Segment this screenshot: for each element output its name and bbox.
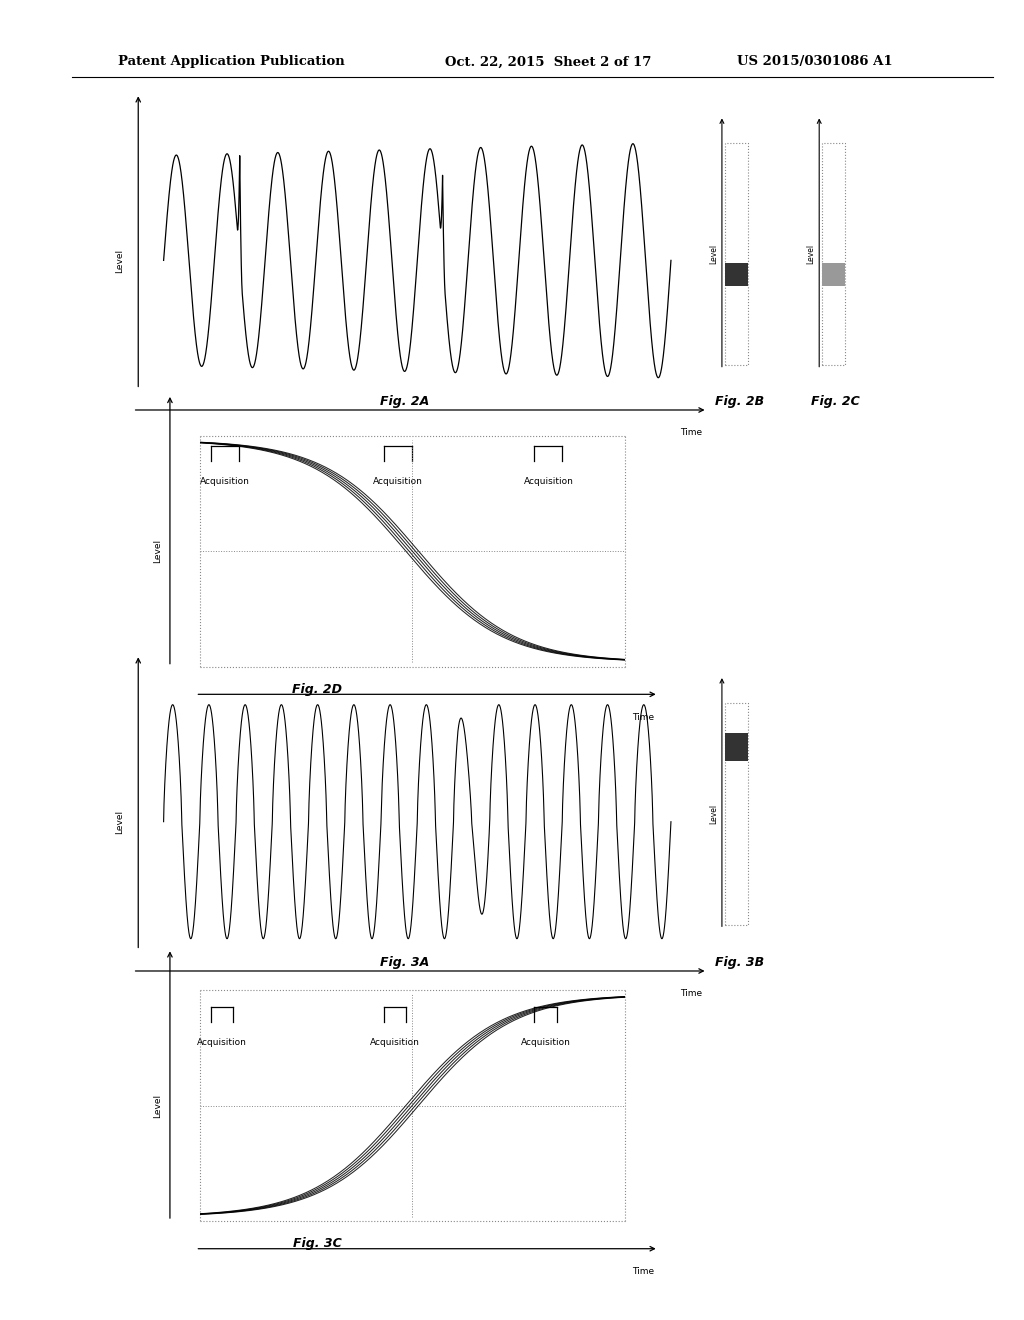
- Text: Acquisition: Acquisition: [373, 477, 423, 486]
- Text: Acquisition: Acquisition: [520, 1038, 570, 1047]
- Text: Time: Time: [680, 428, 701, 437]
- Bar: [822, 264, 845, 286]
- Text: Acquisition: Acquisition: [197, 1038, 247, 1047]
- Text: Oct. 22, 2015  Sheet 2 of 17: Oct. 22, 2015 Sheet 2 of 17: [445, 55, 652, 69]
- Text: Time: Time: [680, 989, 701, 998]
- Text: Fig. 2A: Fig. 2A: [380, 395, 429, 408]
- Bar: [725, 733, 748, 760]
- Bar: [725, 704, 748, 924]
- Text: Level: Level: [153, 539, 162, 564]
- Text: Fig. 2B: Fig. 2B: [715, 395, 764, 408]
- Text: Level: Level: [153, 1093, 162, 1118]
- Text: Fig. 3C: Fig. 3C: [293, 1237, 342, 1250]
- Bar: [725, 264, 748, 286]
- Text: Acquisition: Acquisition: [200, 477, 250, 486]
- Text: Time: Time: [632, 713, 654, 722]
- Text: Level: Level: [709, 804, 718, 824]
- Text: Level: Level: [709, 244, 718, 264]
- Bar: [822, 143, 845, 364]
- Text: Fig. 2D: Fig. 2D: [293, 682, 342, 696]
- Text: Acquisition: Acquisition: [370, 1038, 420, 1047]
- Text: Level: Level: [806, 244, 815, 264]
- Text: Fig. 3B: Fig. 3B: [715, 956, 764, 969]
- Text: Level: Level: [116, 248, 124, 273]
- Text: Fig. 2C: Fig. 2C: [811, 395, 860, 408]
- Bar: [725, 143, 748, 364]
- Text: US 2015/0301086 A1: US 2015/0301086 A1: [737, 55, 893, 69]
- Text: Fig. 3A: Fig. 3A: [380, 956, 429, 969]
- Text: Acquisition: Acquisition: [523, 477, 573, 486]
- Text: Level: Level: [116, 809, 124, 834]
- Text: Time: Time: [632, 1267, 654, 1276]
- Text: Patent Application Publication: Patent Application Publication: [118, 55, 344, 69]
